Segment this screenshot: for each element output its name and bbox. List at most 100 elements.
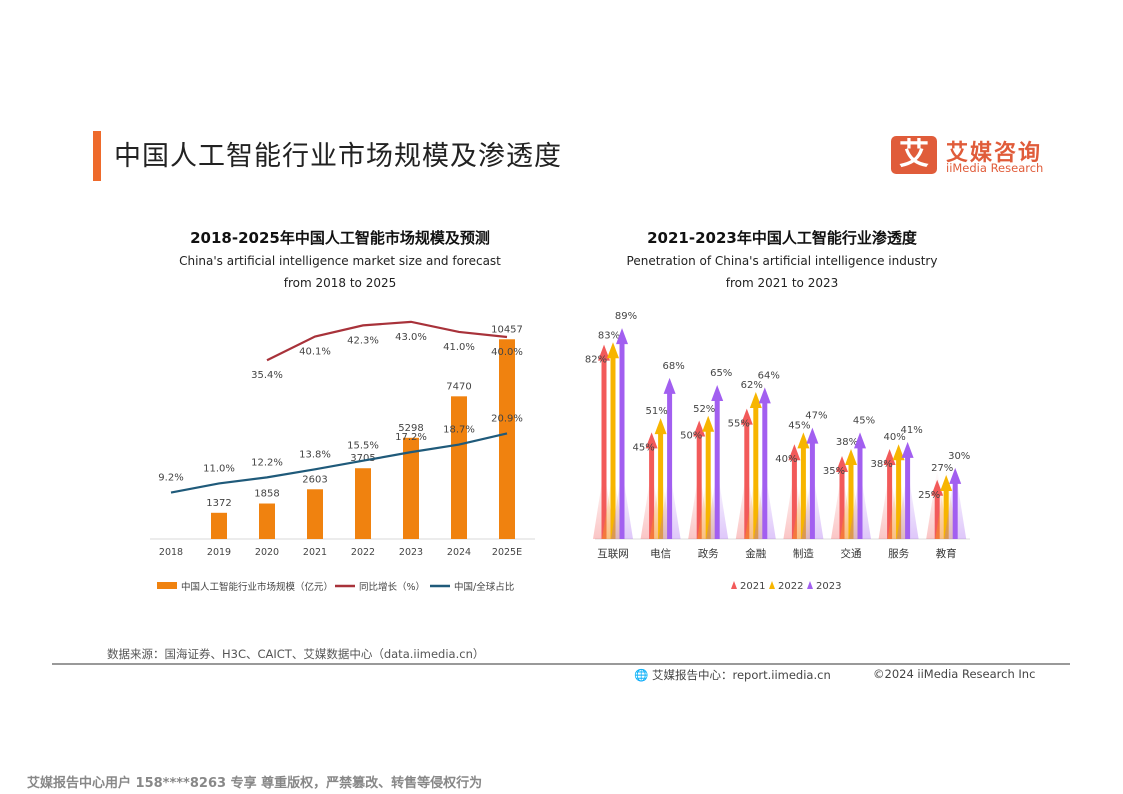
page-title: 中国人工智能行业市场规模及渗透度 (114, 141, 562, 172)
chart1-x-tick: 2019 (207, 547, 231, 558)
arrow-head (598, 344, 610, 361)
chart1-line-label: 11.0% (203, 463, 235, 474)
legend-triangle-icon (731, 581, 737, 589)
chart1-bar-label: 10457 (491, 324, 523, 335)
chart1-x-tick: 2018 (159, 547, 183, 558)
chart2-value-label: 65% (710, 368, 732, 379)
arrow-shaft (896, 456, 902, 539)
chart1-line-label: 18.7% (443, 425, 475, 436)
chart2-x-tick: 电信 (650, 547, 671, 560)
globe-icon: 🌐 (634, 668, 649, 682)
chart1-line-label: 20.9% (491, 413, 523, 424)
chart1-line-label: 12.2% (251, 457, 283, 468)
arrow-shaft (857, 444, 863, 539)
chart1-bar-label: 7470 (446, 381, 471, 392)
chart2-value-label: 38% (870, 459, 892, 470)
arrow-shaft (848, 460, 854, 539)
arrow-head (663, 377, 676, 394)
arrow-head (693, 420, 706, 437)
watermark: 艾媒报告中心用户 158****8263 专享 尊重版权，严禁篡改、转售等侵权行… (27, 776, 483, 791)
arrow-head (758, 387, 771, 404)
arrow-shaft (791, 456, 797, 539)
chart1-line-label: 40.1% (299, 346, 331, 357)
footer-divider (52, 663, 1070, 665)
arrow-shaft (619, 340, 625, 539)
chart1-subtitle-line2: from 2018 to 2025 (283, 276, 397, 290)
arrow-shaft (762, 399, 768, 539)
legend-bar-swatch (157, 582, 177, 589)
chart1-subtitle-line1: China's artificial intelligence market s… (179, 254, 501, 268)
chart2-value-label: 35% (823, 466, 845, 477)
chart2-value-label: 68% (662, 361, 684, 372)
chart2-value-label: 47% (805, 411, 827, 422)
arrow-head (836, 456, 848, 473)
chart2-value-label: 41% (900, 425, 922, 436)
chart1-legend-label: 中国/全球占比 (454, 581, 514, 593)
chart2-x-tick: 互联网 (597, 548, 629, 560)
chart1-subtitle: China's artificial intelligence market s… (140, 250, 540, 294)
chart2-value-label: 62% (741, 380, 763, 391)
chart1-bar (211, 512, 227, 539)
arrow-shaft (658, 430, 664, 539)
arrow-head (883, 448, 896, 465)
chart2-value-label: 40% (775, 454, 797, 465)
chart1-line-label: 13.8% (299, 449, 331, 460)
footer-site-text[interactable]: 艾媒报告中心：report.iimedia.cn (651, 668, 831, 682)
chart1-legend-label: 同比增长（%） (359, 581, 425, 593)
arrow-head (654, 418, 667, 435)
chart2-value-label: 83% (598, 330, 620, 341)
chart2-legend-label: 2021 (740, 581, 765, 592)
arrow-head (940, 475, 953, 492)
chart2-value-label: 38% (836, 437, 858, 448)
arrow-head (788, 444, 801, 461)
legend-triangle-icon (807, 581, 813, 589)
chart1-line-label: 40.0% (491, 347, 523, 358)
arrow-head (740, 408, 753, 425)
chart2-value-label: 55% (728, 419, 750, 430)
arrow-head (645, 432, 658, 449)
arrow-shaft (667, 389, 673, 539)
chart2-subtitle-line2: from 2021 to 2023 (725, 276, 839, 290)
chart1-line-label: 15.5% (347, 441, 379, 452)
chart2-value-label: 30% (948, 451, 970, 462)
logo-cn: 艾媒咨询 (946, 141, 1043, 166)
chart1-line-label: 17.2% (395, 432, 427, 443)
arrow-head (607, 342, 619, 359)
chart1-bar (307, 489, 323, 539)
chart1-bar-label: 3705 (350, 453, 375, 464)
chart1-x-tick: 2024 (447, 547, 471, 558)
arrow-head (711, 384, 724, 401)
chart2-subtitle-line1: Penetration of China's artificial intell… (626, 254, 938, 268)
arrow-shaft (839, 468, 845, 539)
chart1-bar (499, 339, 515, 539)
chart1-legend-label: 中国人工智能行业市场规模（亿元） (181, 581, 333, 593)
arrow-head (901, 441, 914, 458)
arrow-head (749, 392, 762, 409)
chart2-x-tick: 政务 (698, 547, 719, 560)
arrow-head (806, 427, 819, 444)
arrow-head (616, 328, 628, 345)
arrow-head (854, 432, 866, 449)
chart1-share-line (170, 432, 508, 494)
chart2-value-label: 45% (632, 442, 654, 453)
chart2-x-tick: 服务 (888, 547, 909, 560)
arrow-head (702, 415, 715, 432)
data-source: 数据来源：国海证券、H3C、CAICT、艾媒数据中心（data.iimedia.… (107, 647, 485, 661)
arrow-shaft (714, 396, 720, 539)
chart2-subtitle: Penetration of China's artificial intell… (582, 250, 982, 294)
chart1-title: 2018-2025年中国人工智能市场规模及预测 (190, 229, 490, 247)
arrow-shaft (696, 432, 702, 539)
chart1-bar-label: 1372 (206, 498, 231, 509)
arrow-shaft (800, 444, 806, 539)
title-accent-bar (93, 131, 101, 181)
arrow-shaft (905, 453, 911, 539)
arrow-shaft (705, 427, 711, 539)
arrow-shaft (943, 487, 949, 539)
chart2-value-label: 45% (788, 420, 810, 431)
footer-site: 🌐 艾媒报告中心：report.iimedia.cn (634, 667, 831, 683)
chart1-line-label: 9.2% (158, 473, 183, 484)
chart1-x-tick: 2023 (399, 547, 423, 558)
chart2-value-label: 52% (693, 404, 715, 415)
